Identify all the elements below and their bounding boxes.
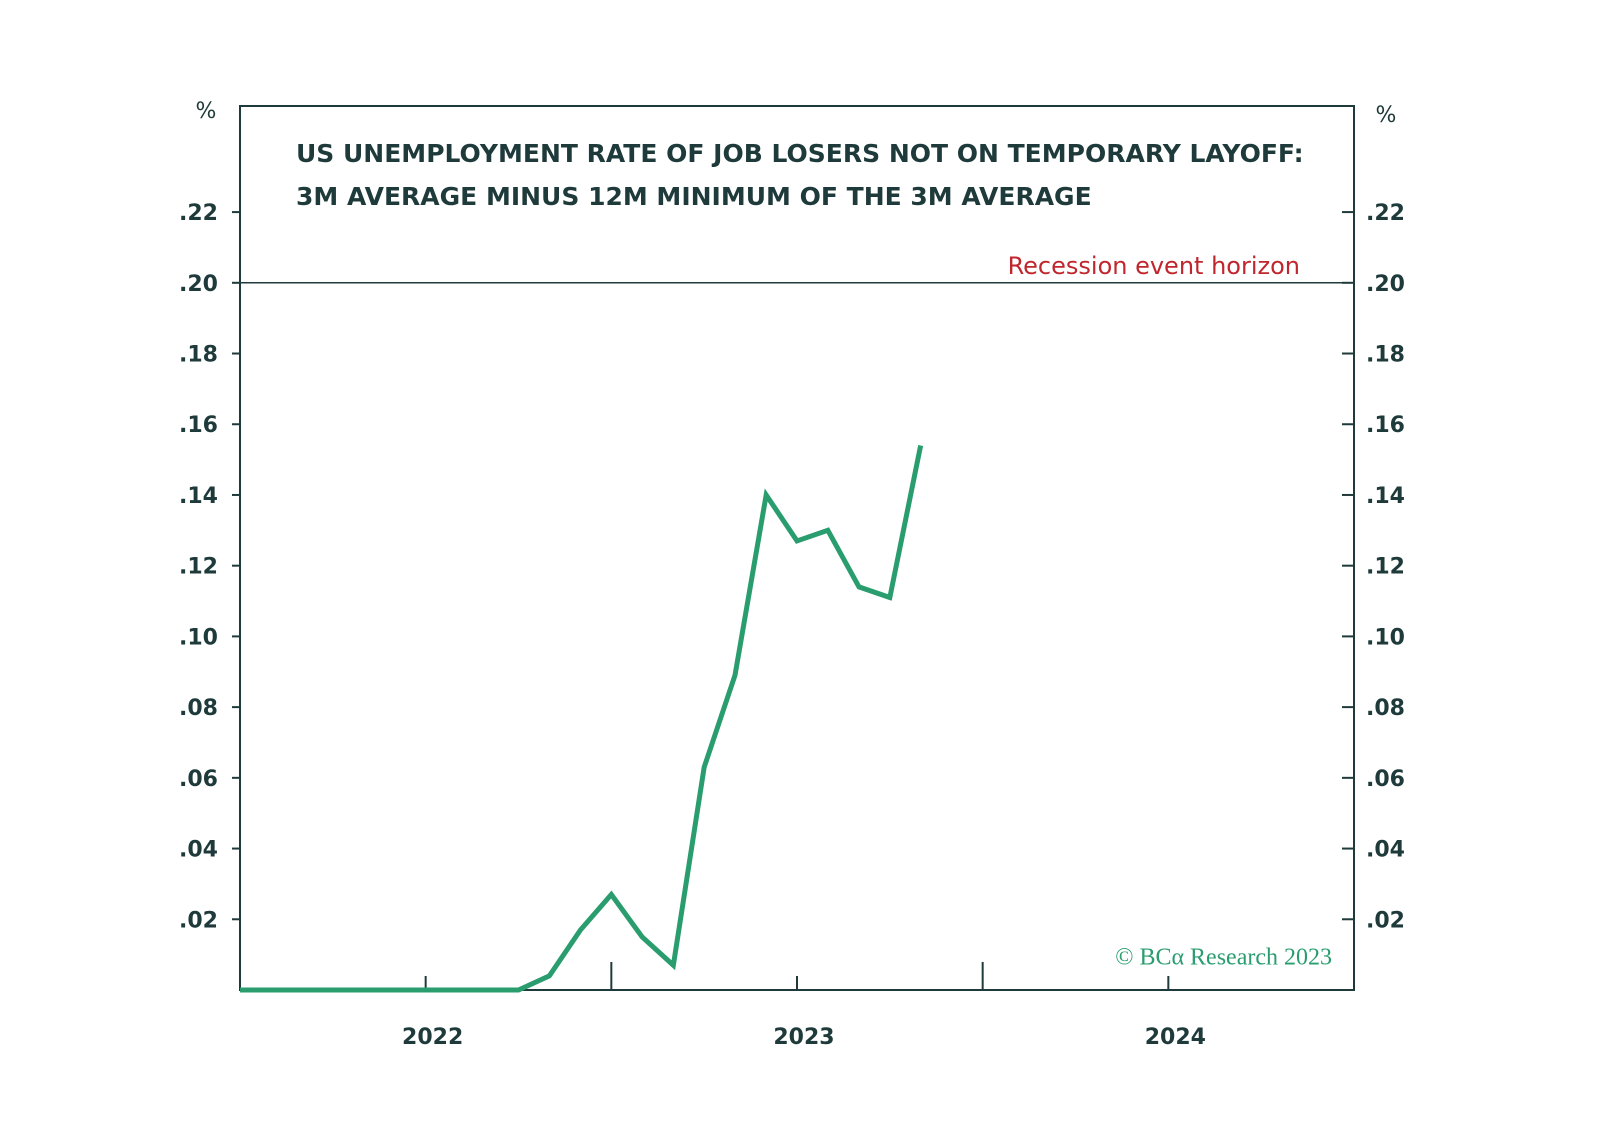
y-tick-label: .02 [179,908,218,933]
y-tick-label: .08 [179,696,218,721]
y2-tick-label: .22 [1366,201,1405,226]
x-tick-label: 2023 [773,1025,834,1050]
plot-frame [239,105,1355,991]
y2-tick-label: .02 [1366,908,1405,933]
y-tick-label: .10 [179,625,218,650]
y-unit: % [196,99,217,124]
y2-tick-label: .06 [1366,767,1405,792]
y2-tick-label: .12 [1366,555,1405,580]
y-tick-label: .14 [179,484,218,509]
y2-tick-label: .14 [1366,484,1405,509]
y-tick-label: .16 [179,413,218,438]
y2-tick-label: .16 [1366,413,1405,438]
y-tick-label: .12 [179,555,218,580]
data-line [240,444,924,993]
y2-unit: % [1376,103,1397,128]
y2-tick-label: .20 [1366,272,1405,297]
x-tick-label: 2022 [402,1025,463,1050]
reference-label: Recession event horizon [1008,252,1300,280]
y2-tick-label: .08 [1366,696,1405,721]
y-tick-label: .04 [179,838,218,863]
y-tick-label: .06 [179,767,218,792]
source: © BCα Research 2023 [1115,945,1332,971]
y-tick-label: .20 [179,272,218,297]
y-tick-label: .18 [179,343,218,368]
y2-tick-label: .10 [1366,625,1405,650]
y2-tick-label: .18 [1366,343,1405,368]
x-tick-label: 2024 [1145,1025,1206,1050]
chart-title: 3M AVERAGE MINUS 12M MINIMUM OF THE 3M A… [296,182,1092,211]
y-tick-label: .22 [179,201,218,226]
y2-tick-label: .04 [1366,838,1405,863]
chart-title: US UNEMPLOYMENT RATE OF JOB LOSERS NOT O… [296,139,1304,168]
